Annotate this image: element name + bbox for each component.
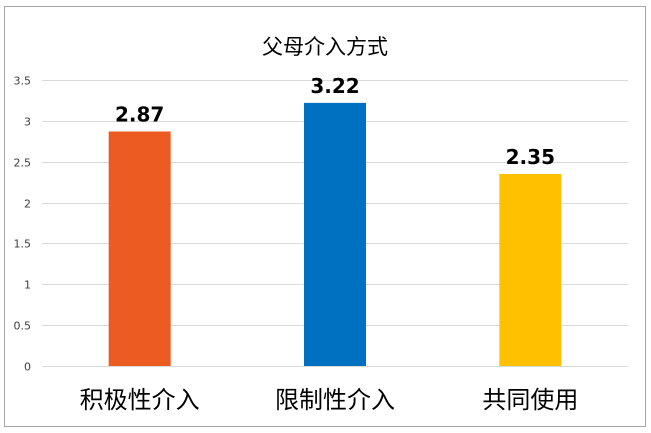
y-axis-ticks: 0 0.5 1 1.5 2 2.5 3 3.5 — [14, 75, 32, 374]
data-labels: 2.87 3.22 2.35 — [115, 74, 555, 169]
y-tick-label: 3.5 — [14, 75, 32, 88]
x-axis-categories: 积极性介入 限制性介入 共同使用 — [80, 386, 579, 414]
y-tick-label: 1.5 — [14, 238, 32, 251]
bar — [108, 131, 171, 366]
y-tick-label: 0.5 — [14, 320, 32, 333]
bar — [304, 102, 366, 366]
y-tick-label: 0 — [24, 361, 31, 374]
chart-title: 父母介入方式 — [262, 35, 388, 59]
y-tick-label: 2 — [24, 198, 31, 211]
y-tick-label: 3 — [24, 116, 31, 129]
bar — [499, 173, 562, 366]
y-tick-label: 2.5 — [14, 157, 32, 170]
data-label: 2.35 — [506, 145, 555, 169]
data-label: 3.22 — [310, 74, 359, 98]
x-category-label: 限制性介入 — [275, 386, 395, 414]
y-tick-label: 1 — [24, 279, 31, 292]
x-category-label: 积极性介入 — [80, 386, 200, 414]
x-category-label: 共同使用 — [482, 386, 578, 414]
data-label: 2.87 — [115, 102, 164, 126]
bars — [108, 102, 562, 366]
